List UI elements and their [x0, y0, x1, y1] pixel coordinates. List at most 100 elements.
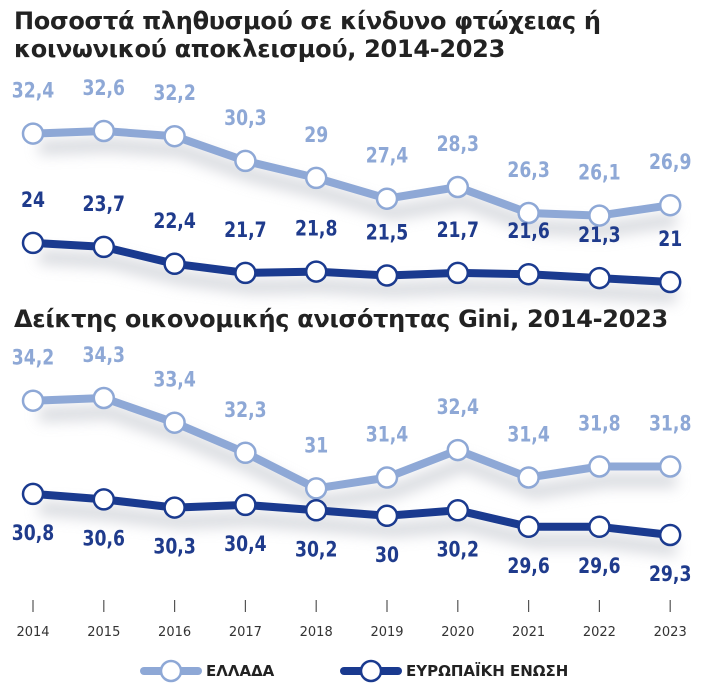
data-label-c2-s1-8: 31,4 — [507, 422, 549, 447]
data-label-c1-s2-8: 21,6 — [507, 219, 549, 244]
data-label-c1-s2-3: 22,4 — [153, 208, 195, 233]
line-shadow-c2-s1 — [38, 404, 677, 510]
x-tick-label-2016: 2016 — [158, 625, 191, 640]
data-points — [21, 119, 682, 547]
data-point-c2-s1-3 — [163, 411, 186, 434]
data-label-c1-s1-2: 32,6 — [83, 75, 125, 100]
data-point-c1-s2-3 — [163, 252, 186, 276]
data-label-c1-s2-5: 21,8 — [295, 216, 337, 241]
data-label-c2-s1-10: 31,8 — [649, 411, 691, 436]
data-point-c2-s1-8 — [517, 466, 540, 489]
data-point-c1-s2-5 — [304, 260, 328, 283]
legend-swatch-eu — [340, 659, 402, 683]
chart2-title: Δείκτης οικονομικής ανισότητας Gini, 201… — [14, 305, 668, 333]
x-tick-label-2017: 2017 — [229, 625, 262, 640]
data-label-c1-s1-8: 26,3 — [507, 157, 549, 182]
data-point-c1-s1-10 — [658, 193, 682, 217]
x-tick-label-2019: 2019 — [370, 625, 403, 640]
series-line-c1-s1 — [29, 127, 675, 220]
data-point-c2-s2-1 — [21, 482, 45, 506]
data-point-c1-s1-7 — [446, 175, 470, 199]
line-shadow-c2-s2 — [38, 500, 678, 556]
data-point-c1-s1-4 — [234, 149, 257, 173]
data-point-c2-s2-2 — [92, 488, 116, 511]
data-label-c2-s1-5: 31 — [304, 433, 328, 458]
x-tick-label-2020: 2020 — [441, 625, 474, 640]
legend-label-greece: ΕΛΛΑΔΑ — [206, 662, 275, 680]
data-label-c2-s1-4: 32,3 — [224, 397, 266, 422]
series-line-c2-s1 — [29, 394, 675, 493]
data-label-c1-s2-6: 21,5 — [366, 220, 408, 245]
data-label-c2-s2-1: 30,8 — [12, 520, 54, 545]
data-point-c1-s1-6 — [375, 187, 399, 210]
data-label-c1-s1-7: 28,3 — [437, 131, 479, 156]
data-label-c2-s1-7: 32,4 — [437, 394, 479, 419]
data-point-c1-s2-4 — [234, 261, 257, 285]
data-point-c2-s2-8 — [517, 515, 540, 539]
x-tick-label-2023: 2023 — [654, 625, 687, 640]
x-tick-label-2015: 2015 — [87, 625, 120, 640]
data-point-c2-s1-6 — [375, 466, 399, 489]
data-point-c1-s2-9 — [588, 266, 611, 290]
data-point-c1-s1-1 — [21, 122, 45, 145]
data-label-c2-s2-3: 30,3 — [153, 534, 195, 559]
data-point-c2-s1-2 — [92, 386, 116, 410]
chart1-title: Ποσοστά πληθυσμού σε κίνδυνο φτώχειας ή … — [14, 7, 601, 63]
x-tick-label-2014: 2014 — [16, 625, 49, 640]
line-shadow-c1-s2 — [38, 249, 677, 303]
data-point-c2-s2-10 — [658, 523, 682, 547]
data-label-c2-s2-5: 30,2 — [295, 537, 337, 562]
data-label-c1-s2-10: 21 — [658, 226, 682, 251]
data-point-c1-s2-7 — [446, 261, 470, 285]
data-point-c2-s2-6 — [375, 504, 399, 528]
data-label-c1-s1-9: 26,1 — [578, 160, 620, 185]
series-lines — [29, 127, 675, 539]
data-point-c1-s2-2 — [92, 235, 116, 259]
data-label-c2-s1-2: 34,3 — [83, 342, 125, 367]
data-point-c2-s1-7 — [446, 438, 470, 462]
data-label-c1-s2-1: 24 — [21, 187, 45, 212]
data-label-c1-s1-3: 32,2 — [153, 81, 195, 106]
data-label-c2-s2-7: 30,2 — [437, 537, 479, 562]
data-point-c1-s2-6 — [375, 264, 399, 287]
data-point-c1-s2-1 — [21, 231, 45, 255]
data-label-c2-s2-9: 29,6 — [578, 553, 620, 578]
data-label-c2-s1-6: 31,4 — [366, 422, 408, 447]
data-point-c1-s1-9 — [588, 204, 611, 227]
data-point-c2-s2-5 — [304, 499, 328, 522]
data-point-c2-s2-9 — [588, 515, 611, 539]
x-tick-label-2022: 2022 — [583, 625, 616, 640]
data-point-c2-s1-4 — [234, 441, 257, 465]
data-label-c1-s2-2: 23,7 — [83, 191, 125, 216]
data-point-c1-s1-2 — [92, 119, 116, 143]
data-label-c1-s2-7: 21,7 — [437, 217, 479, 242]
legend-swatch-greece — [140, 659, 202, 683]
data-point-c2-s2-3 — [163, 496, 186, 519]
data-label-c2-s2-10: 29,3 — [649, 561, 691, 586]
data-point-c2-s1-10 — [658, 455, 682, 478]
data-label-c1-s1-6: 27,4 — [366, 143, 408, 168]
data-label-c1-s1-4: 30,3 — [224, 105, 266, 130]
data-point-c1-s2-10 — [658, 270, 682, 294]
legend-label-eu: ΕΥΡΩΠΑΪΚΗ ΕΝΩΣΗ — [406, 662, 569, 680]
data-point-c2-s2-4 — [234, 493, 257, 517]
data-point-c1-s1-8 — [517, 201, 540, 225]
data-label-c1-s1-10: 26,9 — [649, 150, 691, 175]
data-label-c1-s1-1: 32,4 — [12, 78, 54, 103]
line-shadow-c1-s1 — [38, 137, 678, 237]
data-point-c1-s1-5 — [304, 166, 328, 190]
data-label-c2-s2-6: 30 — [375, 542, 399, 567]
data-point-c1-s2-8 — [517, 262, 540, 286]
series-line-c1-s2 — [29, 238, 675, 286]
data-label-c2-s1-9: 31,8 — [578, 411, 620, 436]
data-label-c2-s2-8: 29,6 — [507, 553, 549, 578]
series-line-c2-s2 — [29, 489, 675, 539]
data-point-c2-s1-5 — [304, 477, 328, 500]
x-tick-label-2021: 2021 — [512, 625, 545, 640]
data-point-c2-s2-7 — [446, 499, 470, 522]
data-label-c2-s2-4: 30,4 — [224, 531, 266, 556]
data-point-c2-s1-9 — [588, 455, 611, 478]
data-label-c2-s2-2: 30,6 — [83, 526, 125, 551]
data-labels: 32,4 32,6 32,2 30,3 29 27,4 28,3 26,3 26,1 26,9 24… — [12, 75, 692, 586]
